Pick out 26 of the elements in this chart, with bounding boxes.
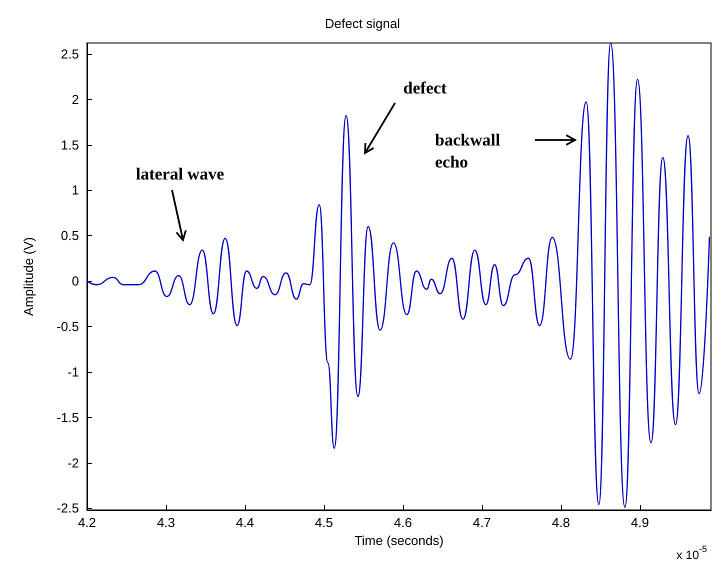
- x-tick-label: 4.2: [78, 515, 96, 530]
- y-axis-title: Amplitude (V): [21, 237, 36, 316]
- annotation: lateral wave: [136, 164, 225, 184]
- y-tick-label: 1.5: [60, 137, 79, 152]
- line-series: [86, 42, 710, 508]
- y-tick-label: 0: [72, 274, 79, 289]
- chart-title: Defect signal: [324, 16, 400, 31]
- x-tick-label: 4.6: [394, 515, 412, 530]
- x-tick-label: 4.5: [314, 515, 333, 530]
- y-tick-label: 2.5: [60, 46, 79, 62]
- y-tick-label: 2: [72, 92, 79, 107]
- annotation: defect: [403, 78, 448, 98]
- x-tick-label: 4.4: [236, 515, 254, 530]
- x-tick-label: 4.9: [630, 515, 649, 530]
- y-tick-label: -0.5: [56, 318, 79, 334]
- x-tick-label: 4.7: [472, 515, 491, 530]
- y-tick-label: -1.5: [56, 410, 79, 425]
- y-tick-label: 0.5: [60, 228, 79, 244]
- x-axis-title: Time (seconds): [354, 532, 444, 548]
- x-tick-label: 4.3: [156, 515, 176, 530]
- annotation: backwall echo: [435, 130, 500, 172]
- x-tick-label: 4.8: [552, 515, 570, 530]
- y-tick-label: -1: [67, 364, 79, 380]
- y-tick-label: -2.5: [56, 500, 79, 516]
- y-tick-label: -2: [67, 455, 79, 470]
- y-tick-label: 1: [72, 182, 79, 198]
